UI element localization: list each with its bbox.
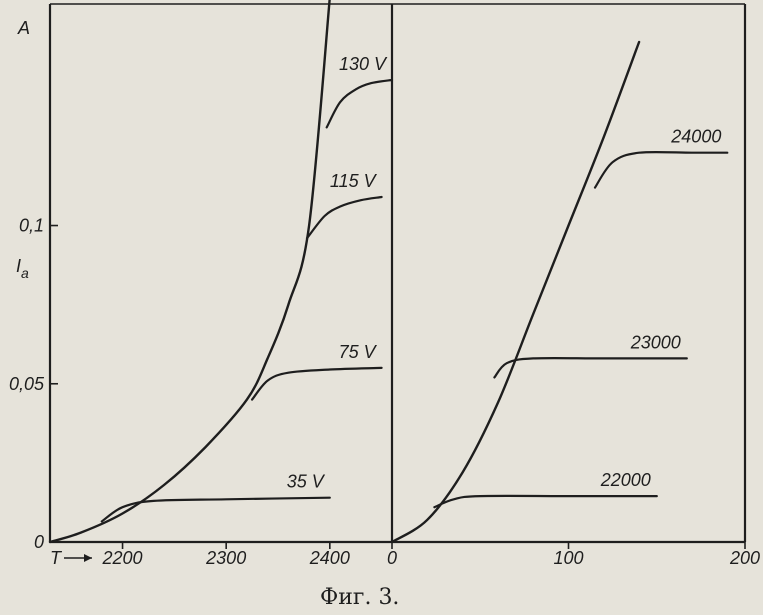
panel-1-series-label-0: 22000	[600, 470, 651, 490]
figure-caption: Фиг. 3.	[320, 585, 399, 610]
panel-0-series-label-3: 130 V	[339, 54, 388, 74]
panel-0-series-label-2: 115 V	[330, 171, 378, 191]
panel-1-envelope-line	[390, 40, 641, 544]
panel-0-x-tick-label-0: 2200	[102, 548, 143, 568]
panel-0-series-line-1	[251, 366, 383, 401]
panel-1-series-line-1	[493, 356, 688, 379]
y-axis-label-main: I	[16, 256, 21, 276]
panel-1-series-label-1: 23000	[630, 332, 681, 352]
panel-0-y-tick-label-2: 0,1	[19, 216, 44, 236]
panel-1-series-label-2: 24000	[670, 127, 721, 147]
panel-0-y-tick-label-1: 0,05	[9, 374, 45, 394]
panel-0-series-line-0	[100, 496, 331, 523]
panel-0-series-line-3	[325, 78, 394, 129]
panel-1-x-tick-label-0: 0	[387, 548, 397, 568]
x-axis-arrowhead	[84, 554, 92, 562]
panel-0-x-tick-label-1: 2300	[205, 548, 246, 568]
y-axis-label-sub: a	[21, 265, 29, 281]
panel-1-series-line-2	[593, 150, 729, 189]
panel-1-x-tick-label-1: 100	[553, 548, 583, 568]
panel-1-series-line-0	[433, 494, 658, 509]
y-axis-label: Ia	[16, 256, 29, 281]
panel-0-series-label-1: 75 V	[339, 342, 378, 362]
panel-0-y-tick-label-0: 0	[34, 532, 44, 552]
panel-0-series-line-2	[305, 195, 383, 240]
x-axis-label: T	[50, 548, 63, 568]
panel-0-envelope-line	[48, 0, 331, 544]
y-unit-label: A	[17, 18, 30, 38]
panel-0-series-label-0: 35 V	[287, 472, 326, 492]
panel-0-x-tick-label-2: 2400	[309, 548, 350, 568]
panel-1-x-tick-label-2: 200	[729, 548, 760, 568]
